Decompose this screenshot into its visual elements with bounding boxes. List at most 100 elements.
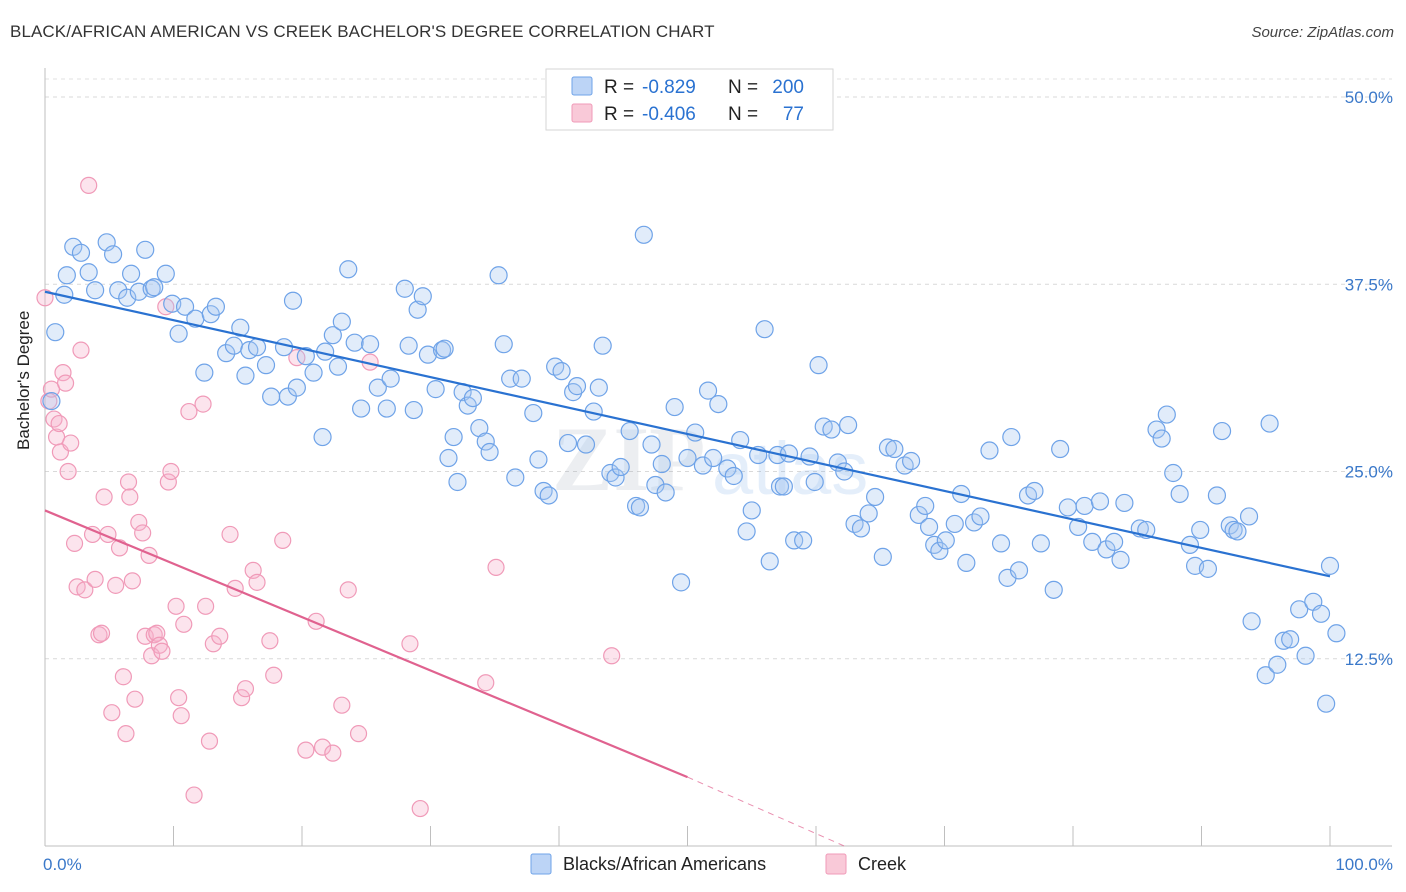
black-point [1157, 405, 1176, 424]
black-point [1239, 507, 1259, 526]
black-point [859, 504, 878, 523]
black-point [1327, 624, 1346, 643]
tick-labels: 12.5% 25.0% 37.5% 50.0% 0.0% 100.0% [43, 88, 1393, 874]
creek-point [200, 732, 219, 750]
black-point [368, 378, 387, 397]
black-point [1115, 493, 1134, 513]
black-point [352, 399, 371, 418]
black-point [145, 278, 164, 297]
black-point [57, 266, 76, 285]
black-point [524, 403, 543, 423]
black-point [296, 347, 315, 366]
creek-point [86, 570, 104, 588]
creek-point [103, 704, 121, 722]
bottom-legend-label-black: Blacks/African Americans [563, 854, 766, 874]
black-point [1228, 522, 1247, 541]
creek-point [80, 176, 98, 194]
legend-swatch-black [571, 76, 593, 96]
black-point [287, 378, 306, 397]
black-point [323, 326, 342, 345]
creek-point [62, 434, 80, 452]
black-point [1105, 532, 1124, 552]
black-point [1274, 631, 1293, 650]
creek-point [121, 488, 139, 506]
black-point [489, 266, 508, 285]
black-point [381, 369, 400, 388]
trend-lines [44, 290, 1331, 847]
creek-point [211, 627, 229, 645]
black-point [642, 435, 661, 454]
black-point [439, 448, 458, 468]
black-point [576, 435, 596, 454]
black-point [463, 388, 483, 408]
y-tick-label: 12.5% [1345, 650, 1393, 669]
black-point [1191, 520, 1210, 540]
black-point [936, 531, 955, 550]
trend-line-creek-extension [687, 776, 845, 847]
creek-point [324, 744, 342, 762]
legend-n-label-1: N = [728, 77, 758, 98]
creek-point [297, 741, 315, 759]
creek-point [134, 524, 152, 542]
creek-point [411, 799, 429, 818]
black-point [724, 466, 743, 486]
black-point [476, 432, 495, 451]
black-point [885, 439, 904, 459]
black-point [529, 450, 548, 469]
black-point [1044, 580, 1063, 599]
black-point [42, 391, 61, 411]
creek-point [119, 473, 138, 491]
top-legend: R = -0.829 N = 200 R = -0.406 N = 77 [545, 68, 834, 131]
black-point [332, 312, 351, 331]
creek-point [185, 786, 203, 804]
black-point [345, 333, 364, 352]
x-tick-label-max: 100.0% [1335, 855, 1393, 874]
black-point [873, 547, 892, 566]
x-tick-label-min: 0.0% [43, 855, 82, 874]
black-point [444, 427, 463, 447]
creek-point [288, 349, 306, 367]
black-point [957, 553, 976, 572]
creek-point [333, 696, 351, 714]
trend-line-creek [44, 509, 688, 779]
creek-point [248, 573, 266, 591]
black-point [656, 483, 675, 502]
black-point [1170, 484, 1189, 504]
black-point [169, 324, 188, 343]
black-point [630, 498, 650, 517]
black-point [866, 487, 885, 507]
black-point [851, 519, 871, 538]
black-point [558, 433, 578, 453]
legend-box [545, 68, 834, 131]
black-point [175, 297, 195, 316]
black-point [1051, 439, 1070, 459]
creek-point [95, 488, 113, 506]
black-point [1152, 429, 1171, 448]
black-point [399, 336, 418, 355]
black-point [878, 438, 898, 457]
creek-point [197, 597, 215, 615]
black-point [136, 240, 155, 259]
black-point [1031, 534, 1050, 553]
black-point [909, 505, 928, 525]
chart-title: BLACK/AFRICAN AMERICAN VS CREEK BACHELOR… [10, 22, 715, 41]
black-point [1090, 492, 1110, 511]
black-point [1260, 414, 1279, 433]
black-point [539, 486, 558, 505]
black-point [671, 573, 691, 592]
black-point [426, 380, 445, 399]
black-point [79, 263, 98, 282]
black-point [361, 335, 380, 354]
black-point [247, 338, 267, 357]
black-point [737, 522, 756, 541]
black-point [274, 338, 294, 357]
black-point [236, 366, 255, 385]
black-point [704, 448, 723, 468]
black-point [552, 362, 571, 381]
black-point [404, 400, 423, 420]
black-point [435, 339, 454, 358]
black-point [104, 245, 123, 264]
black-point [231, 318, 250, 337]
black-point [413, 287, 432, 306]
